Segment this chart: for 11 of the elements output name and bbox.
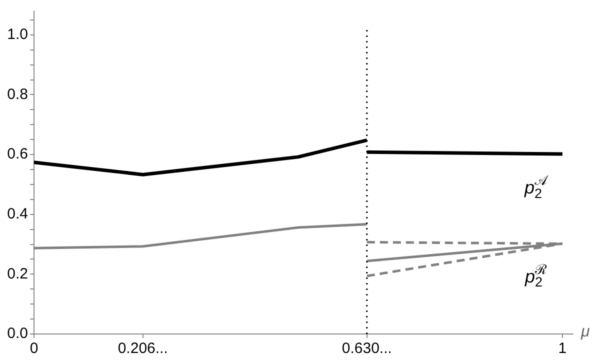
x-tick-label: 1 [558,340,567,358]
x-tick-label: 0 [30,340,38,358]
x-tick-label: 0.206... [118,340,168,358]
y-tick-label: 0.8 [7,86,28,103]
x-tick-label: 0.630... [342,340,392,358]
x-axis-title: μ [580,323,590,340]
y-tick-label: 0.4 [7,206,28,223]
y-tick-label: 0.0 [7,325,28,342]
y-tick-label: 0.2 [7,265,28,282]
y-tick-label: 0.6 [7,146,28,163]
y-tick-label: 1.0 [7,26,28,44]
